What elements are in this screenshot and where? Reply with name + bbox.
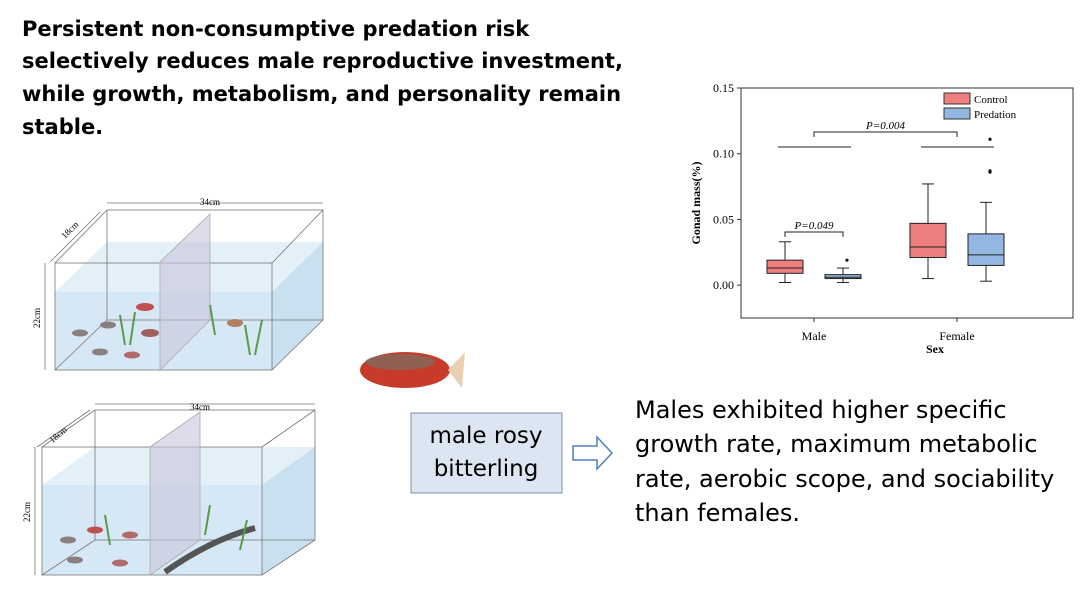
title-line: while growth, metabolism, and personalit… bbox=[22, 82, 621, 106]
box bbox=[909, 222, 947, 259]
result-line: than females. bbox=[635, 499, 800, 527]
legend-label: Predation bbox=[974, 109, 1017, 121]
outlier bbox=[988, 137, 992, 141]
box bbox=[967, 233, 1005, 266]
result-line: growth rate, maximum metabolic bbox=[635, 430, 1037, 458]
bracket bbox=[813, 131, 958, 137]
dimension-label: 34cm bbox=[190, 402, 210, 412]
significance-label: P=0.049 bbox=[794, 220, 834, 232]
significance-label: P=0.004 bbox=[865, 120, 905, 132]
y-tick-label: 0.15 bbox=[713, 81, 734, 95]
tank bbox=[44, 202, 324, 371]
x-tick-label: Female bbox=[939, 329, 974, 343]
dimension-label: 34cm bbox=[200, 197, 220, 207]
dimension-label: 22cm bbox=[22, 502, 32, 522]
box bbox=[824, 274, 862, 280]
dimension-label: 18cm bbox=[59, 219, 80, 240]
y-tick-label: 0.05 bbox=[713, 212, 734, 226]
title-line: selectively reduces male reproductive in… bbox=[22, 49, 623, 73]
outlier bbox=[988, 169, 992, 173]
x-tick-label: Male bbox=[802, 329, 827, 343]
result-line: Males exhibited higher specific bbox=[635, 396, 1007, 424]
y-axis-label: Gonad mass(%) bbox=[689, 161, 703, 244]
result-line: rate, aerobic scope, and sociability bbox=[635, 465, 1054, 493]
box bbox=[766, 259, 804, 274]
label-box bbox=[410, 412, 563, 494]
legend-swatch bbox=[943, 92, 971, 105]
legend-label: Control bbox=[974, 94, 1008, 106]
dimension-label: 18cm bbox=[47, 424, 69, 445]
fish-label: bitterling bbox=[434, 456, 539, 482]
bracket bbox=[784, 231, 844, 237]
title-line: Persistent non-consumptive predation ris… bbox=[22, 17, 530, 41]
plot-frame bbox=[740, 87, 1074, 319]
legend-swatch bbox=[943, 107, 971, 120]
title-line: stable. bbox=[22, 115, 103, 139]
title: Persistent non-consumptive predation ris… bbox=[22, 17, 623, 139]
fish-label: male rosy bbox=[430, 423, 543, 449]
x-axis-label: Sex bbox=[926, 342, 944, 356]
y-tick-label: 0.10 bbox=[713, 147, 734, 161]
arrow bbox=[572, 435, 614, 471]
fish-illustration bbox=[360, 352, 465, 388]
dimension-label: 22cm bbox=[32, 308, 42, 328]
y-tick-label: 0.00 bbox=[713, 278, 734, 292]
result-text: Males exhibited higher specific growth r… bbox=[635, 396, 1054, 527]
tank bbox=[34, 403, 316, 576]
outlier bbox=[845, 258, 849, 262]
